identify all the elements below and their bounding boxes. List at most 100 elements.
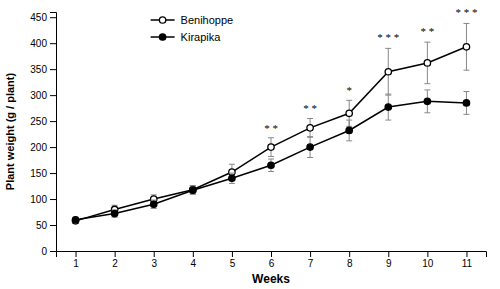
error-bar-cap [346,100,352,101]
data-point [424,60,430,66]
error-bar-cap [385,48,391,49]
y-tick-label: 200 [30,142,47,153]
x-tick-label: 6 [269,258,275,269]
x-tick: 4 [191,251,197,269]
x-tick-mark [349,251,350,257]
y-tick: 350 [30,64,56,75]
y-tick-label: 400 [30,38,47,49]
error-bar [268,159,274,171]
y-axis: 050100150200250300350400450 [30,12,56,257]
legend-label: Benihoppe [181,14,234,26]
y-tick: 250 [30,116,56,127]
x-tick-label: 9 [386,258,392,269]
x-tick: 2 [112,251,118,269]
error-bar-cap [268,156,274,157]
x-tick: 3 [151,251,157,269]
annotation: * * * [377,31,399,43]
x-tick: 6 [269,251,275,269]
error-bar [463,91,469,114]
y-axis-title: Plant weight (g / plant) [4,73,16,191]
error-bar-cap [268,171,274,172]
data-point [72,217,78,223]
x-tick: 11 [462,251,473,269]
x-tick-mark [310,251,311,257]
y-tick: 150 [30,168,56,179]
error-bar [73,217,79,222]
series [72,23,469,224]
error-bar [424,90,430,113]
x-tick-label: 8 [347,258,353,269]
annotation: * * [420,25,434,37]
x-tick: 5 [230,251,236,269]
error-bar-cap [424,89,430,90]
error-bar [346,120,352,141]
legend: Benihoppe Kirapika [151,14,234,43]
error-bar [307,119,313,138]
x-tick-mark [388,251,389,257]
y-tick-mark [50,121,56,122]
error-bar-cap [463,70,469,71]
y-tick-mark [50,173,56,174]
y-tick: 400 [30,38,56,49]
data-point [346,110,352,116]
data-point [111,210,117,216]
x-tick-mark [271,251,272,257]
x-tick-label: 11 [462,258,473,269]
error-bar [385,48,391,95]
legend-label: Kirapika [181,31,222,43]
y-axis-line [50,13,57,252]
y-tick: 200 [30,142,56,153]
data-point [229,175,235,181]
x-tick-mark [466,251,467,257]
y-tick-label: 300 [30,90,47,101]
x-axis-line [57,252,487,258]
data-point [151,201,157,207]
x-tick-mark [427,251,428,257]
data-point [268,144,274,150]
error-bar [190,186,196,194]
error-bar-cap [346,140,352,141]
error-bar-cap [463,114,469,115]
error-bar [463,23,469,70]
x-tick-label: 10 [422,258,434,269]
error-bar-cap [190,185,196,186]
error-bar-cap [424,112,430,113]
error-bar [424,42,430,84]
x-axis: 1234567891011 [57,251,487,269]
error-bar-cap [229,164,235,165]
data-point [463,100,469,106]
x-tick: 9 [386,251,392,269]
error-bar [151,200,157,208]
y-tick-label: 350 [30,64,47,75]
y-tick-mark [50,225,56,226]
y-tick: 100 [30,194,56,205]
y-tick-mark [50,199,56,200]
data-point [307,125,313,131]
y-tick: 300 [30,90,56,101]
annotation: * [346,84,352,96]
annotation: * * [303,102,317,114]
error-bar-cap [463,91,469,92]
y-tick-mark [50,43,56,44]
data-point [385,69,391,75]
error-bar [385,94,391,120]
x-tick-mark [193,251,194,257]
chart-svg: 1234567891011050100150200250300350400450… [0,0,500,289]
chart: 1234567891011050100150200250300350400450… [0,0,500,289]
error-bar [112,210,118,217]
error-bar-cap [424,42,430,43]
error-bar [229,173,235,183]
error-bar-cap [307,136,313,137]
error-bar-cap [229,173,235,174]
data-point [190,187,196,193]
error-bar-cap [307,118,313,119]
series-line [76,101,467,219]
y-tick-mark [50,251,56,252]
y-tick: 50 [36,220,56,231]
series-line [76,47,467,221]
error-bar-cap [307,157,313,158]
legend-symbol-marker [159,34,165,40]
x-tick-label: 1 [73,258,79,269]
y-tick-mark [50,69,56,70]
x-tick: 8 [347,251,353,269]
